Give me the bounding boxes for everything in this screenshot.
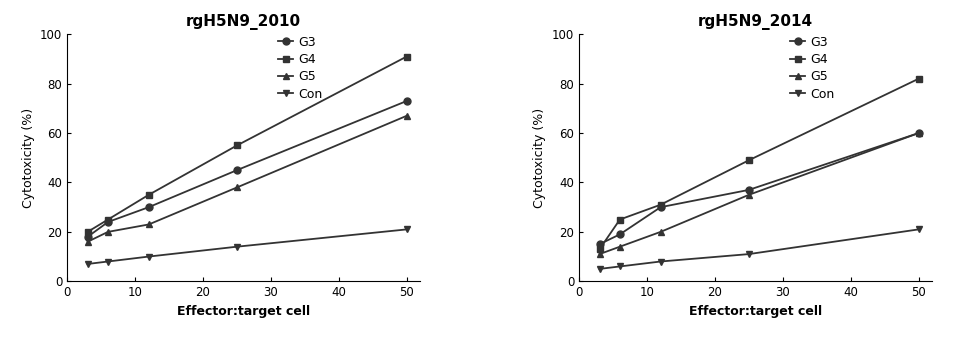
G3 — [913, 131, 924, 135]
Con — [232, 245, 243, 249]
G5 — [743, 193, 754, 197]
G3 — [743, 188, 754, 192]
G4 — [143, 193, 155, 197]
Line: Con: Con — [85, 226, 410, 268]
X-axis label: Effector:target cell: Effector:target cell — [689, 305, 823, 318]
G5 — [614, 245, 626, 249]
Con — [743, 252, 754, 256]
G4 — [401, 55, 412, 59]
G3 — [102, 220, 113, 224]
Line: G5: G5 — [596, 130, 922, 258]
Line: Con: Con — [596, 226, 922, 272]
G3 — [614, 232, 626, 236]
Con — [913, 227, 924, 232]
Con — [654, 259, 666, 263]
G4 — [232, 143, 243, 147]
Line: G3: G3 — [596, 130, 922, 248]
Con — [614, 264, 626, 269]
G4 — [654, 203, 666, 207]
G5 — [913, 131, 924, 135]
G5 — [594, 252, 605, 256]
Legend: G3, G4, G5, Con: G3, G4, G5, Con — [279, 36, 323, 101]
X-axis label: Effector:target cell: Effector:target cell — [177, 305, 310, 318]
G3 — [143, 205, 155, 209]
Title: rgH5N9_2010: rgH5N9_2010 — [186, 14, 302, 30]
Legend: G3, G4, G5, Con: G3, G4, G5, Con — [790, 36, 834, 101]
Y-axis label: Cytotoxicity (%): Cytotoxicity (%) — [533, 108, 547, 208]
Line: G3: G3 — [85, 97, 410, 240]
G3 — [594, 242, 605, 246]
Con — [102, 259, 113, 263]
G4 — [102, 217, 113, 222]
Line: G4: G4 — [85, 53, 410, 235]
G5 — [401, 114, 412, 118]
Con — [143, 255, 155, 259]
Line: G5: G5 — [85, 112, 410, 245]
G4 — [743, 158, 754, 162]
Con — [401, 227, 412, 232]
G5 — [232, 185, 243, 189]
G3 — [82, 235, 93, 239]
Line: G4: G4 — [596, 75, 922, 253]
G5 — [654, 230, 666, 234]
Y-axis label: Cytotoxicity (%): Cytotoxicity (%) — [21, 108, 35, 208]
G3 — [401, 99, 412, 103]
G3 — [654, 205, 666, 209]
G5 — [143, 222, 155, 226]
G3 — [232, 168, 243, 172]
G4 — [82, 230, 93, 234]
Title: rgH5N9_2014: rgH5N9_2014 — [698, 14, 813, 30]
G4 — [594, 247, 605, 251]
Con — [594, 267, 605, 271]
Con — [82, 262, 93, 266]
G4 — [614, 217, 626, 222]
G4 — [913, 77, 924, 81]
G5 — [102, 230, 113, 234]
G5 — [82, 240, 93, 244]
